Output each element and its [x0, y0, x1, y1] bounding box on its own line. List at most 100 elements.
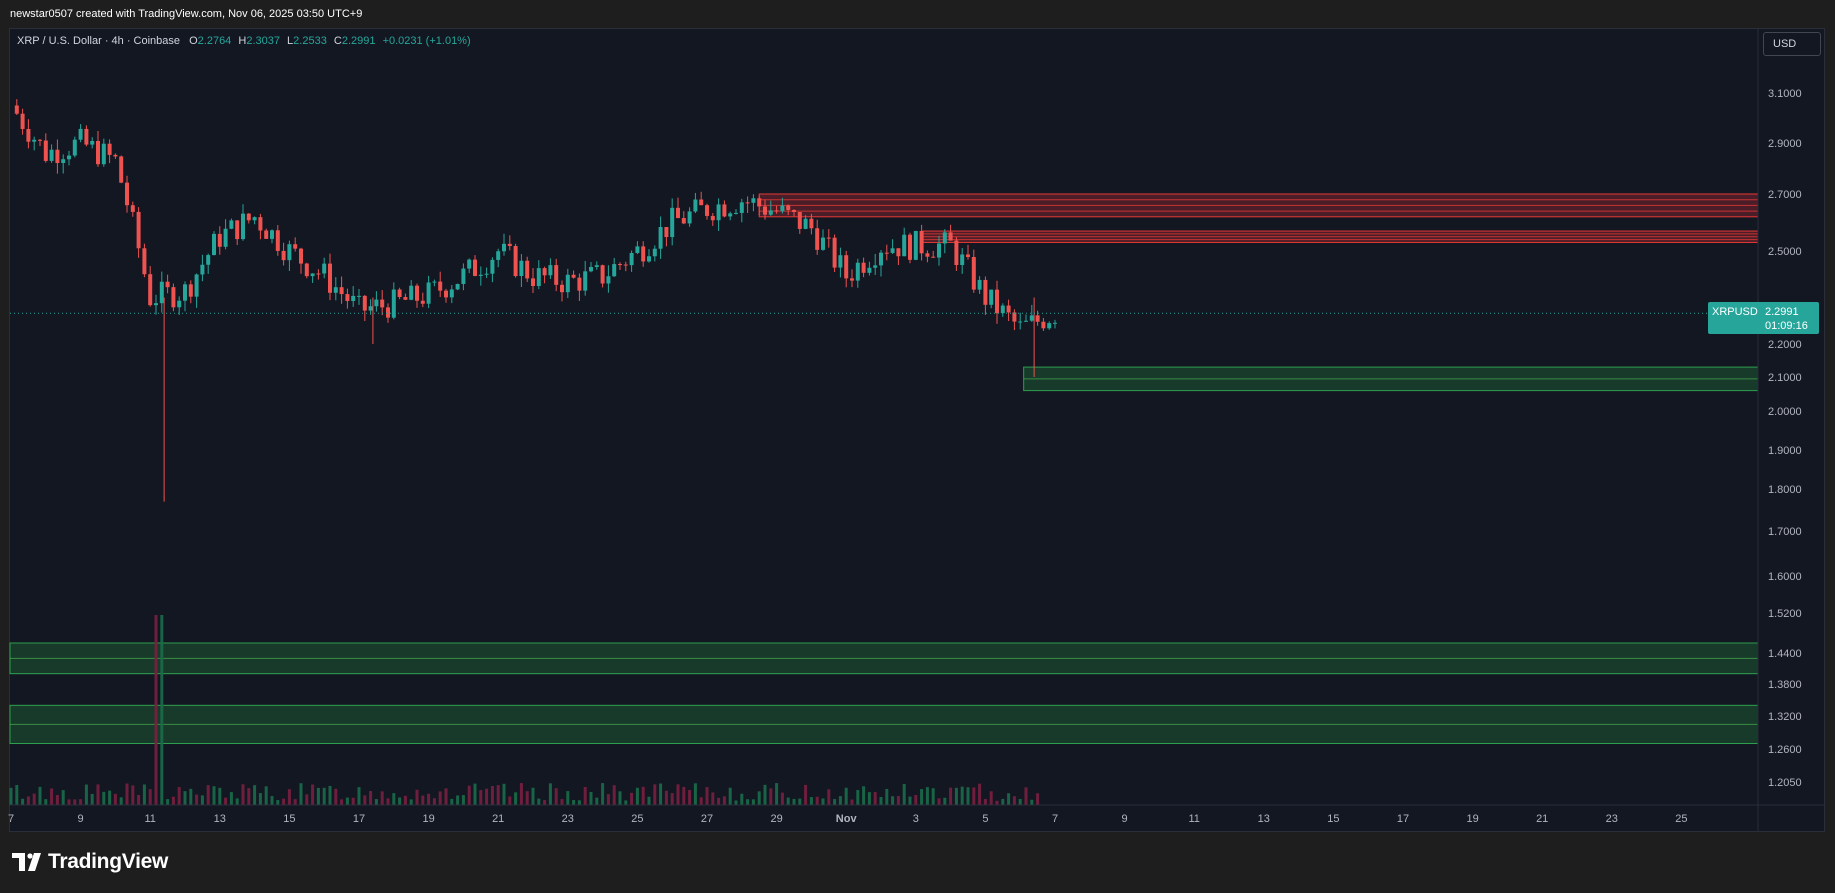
- volume-bar: [618, 791, 622, 805]
- high-label: H: [238, 35, 247, 47]
- volume-bar: [943, 797, 947, 805]
- candle-body: [612, 264, 617, 277]
- candle-body: [473, 259, 477, 276]
- volume-bar: [908, 796, 912, 805]
- candle-body: [786, 205, 791, 210]
- attribution-bar: newstar0507 created with TradingView.com…: [0, 0, 1835, 28]
- volume-bar: [200, 795, 204, 805]
- candle-body: [339, 287, 344, 295]
- volume-bar: [954, 787, 958, 805]
- y-tick-label: 1.9000: [1768, 445, 1802, 457]
- volume-bar: [896, 795, 900, 805]
- candle-body: [1012, 312, 1017, 322]
- candle-body: [850, 278, 854, 281]
- volume-bar: [206, 785, 210, 805]
- candle-body: [618, 264, 622, 266]
- x-tick-label: Nov: [836, 813, 858, 825]
- volume-bar: [363, 795, 367, 805]
- candle-body: [246, 213, 251, 221]
- volume-bar: [409, 799, 413, 805]
- volume-bar: [949, 787, 953, 805]
- volume-bar: [224, 797, 228, 805]
- x-tick-label: 3: [913, 813, 919, 825]
- tradingview-logo-icon: [12, 853, 44, 871]
- candle-body: [908, 234, 912, 260]
- symbol-title: XRP / U.S. Dollar · 4h · Coinbase: [17, 35, 181, 47]
- volume-bar: [809, 797, 813, 805]
- change-value: +0.0231 (+1.01%): [382, 35, 471, 47]
- candle-body: [72, 139, 77, 156]
- volume-bar: [728, 787, 732, 805]
- volume-bar: [1012, 796, 1016, 805]
- volume-bar: [833, 799, 837, 805]
- candle-body: [328, 263, 332, 293]
- open-value: 2.2764: [197, 35, 232, 47]
- volume-bar: [711, 792, 715, 805]
- tradingview-brand[interactable]: TradingView: [12, 850, 168, 874]
- candle-body: [333, 287, 338, 293]
- y-tick-label: 1.6000: [1768, 571, 1802, 583]
- volume-bar: [15, 785, 19, 805]
- candle-body: [676, 207, 680, 219]
- candle-body: [444, 290, 448, 298]
- x-tick-label: 7: [1052, 813, 1058, 825]
- volume-bar: [519, 783, 523, 805]
- candle-body: [420, 300, 425, 304]
- volume-bar: [844, 787, 848, 805]
- volume-bar: [659, 783, 663, 805]
- candle-body: [1024, 320, 1028, 322]
- volume-bar: [125, 783, 129, 805]
- volume-bar: [403, 795, 407, 805]
- x-tick-label: 17: [353, 813, 365, 825]
- candle-body: [125, 182, 129, 206]
- volume-bar: [931, 788, 935, 805]
- volume-bar: [119, 797, 123, 805]
- candle-body: [212, 233, 216, 256]
- volume-bar: [67, 799, 71, 805]
- volume-bar: [925, 787, 929, 805]
- symbol-legend[interactable]: XRP / U.S. Dollar · 4h · Coinbase O2.276…: [17, 35, 471, 47]
- x-tick-label: 13: [214, 813, 226, 825]
- x-tick-label: 9: [1122, 813, 1128, 825]
- volume-bar: [334, 788, 338, 805]
- x-tick-label: 23: [1606, 813, 1618, 825]
- candle-body: [548, 265, 553, 276]
- volume-bar: [873, 792, 877, 805]
- candle-body: [745, 202, 750, 204]
- volume-bar: [978, 783, 982, 805]
- candle-body: [803, 218, 808, 229]
- currency-button[interactable]: USD: [1763, 32, 1821, 56]
- volume-bar: [137, 794, 141, 805]
- volume-bar: [885, 788, 889, 805]
- candle-body: [380, 299, 385, 308]
- x-tick-label: 19: [422, 813, 434, 825]
- chart-pane[interactable]: [9, 28, 1825, 832]
- volume-bar: [862, 786, 866, 805]
- candle-body: [705, 205, 709, 216]
- volume-bar: [682, 786, 686, 805]
- candle-body: [600, 265, 605, 284]
- candle-body: [310, 273, 315, 277]
- x-tick-label: 23: [562, 813, 574, 825]
- volume-bar: [937, 798, 941, 805]
- candle-body: [525, 260, 530, 279]
- volume-bar: [171, 796, 175, 805]
- close-value: 2.2991: [341, 35, 376, 47]
- y-tick-label: 1.8000: [1768, 484, 1802, 496]
- y-tick-label: 1.2050: [1768, 777, 1802, 789]
- volume-bar: [1030, 799, 1034, 805]
- volume-bar: [102, 791, 106, 805]
- volume-bar: [577, 800, 581, 805]
- volume-bar: [479, 790, 483, 805]
- candle-body: [264, 230, 269, 239]
- volume-bar: [96, 784, 100, 805]
- candle-body: [432, 281, 437, 283]
- candle-body: [502, 243, 506, 252]
- candle-body: [896, 248, 901, 257]
- x-tick-label: 21: [1536, 813, 1548, 825]
- candle-body: [241, 213, 245, 240]
- candle-body: [977, 279, 982, 290]
- candle-body: [960, 254, 965, 266]
- candle-body: [890, 248, 895, 253]
